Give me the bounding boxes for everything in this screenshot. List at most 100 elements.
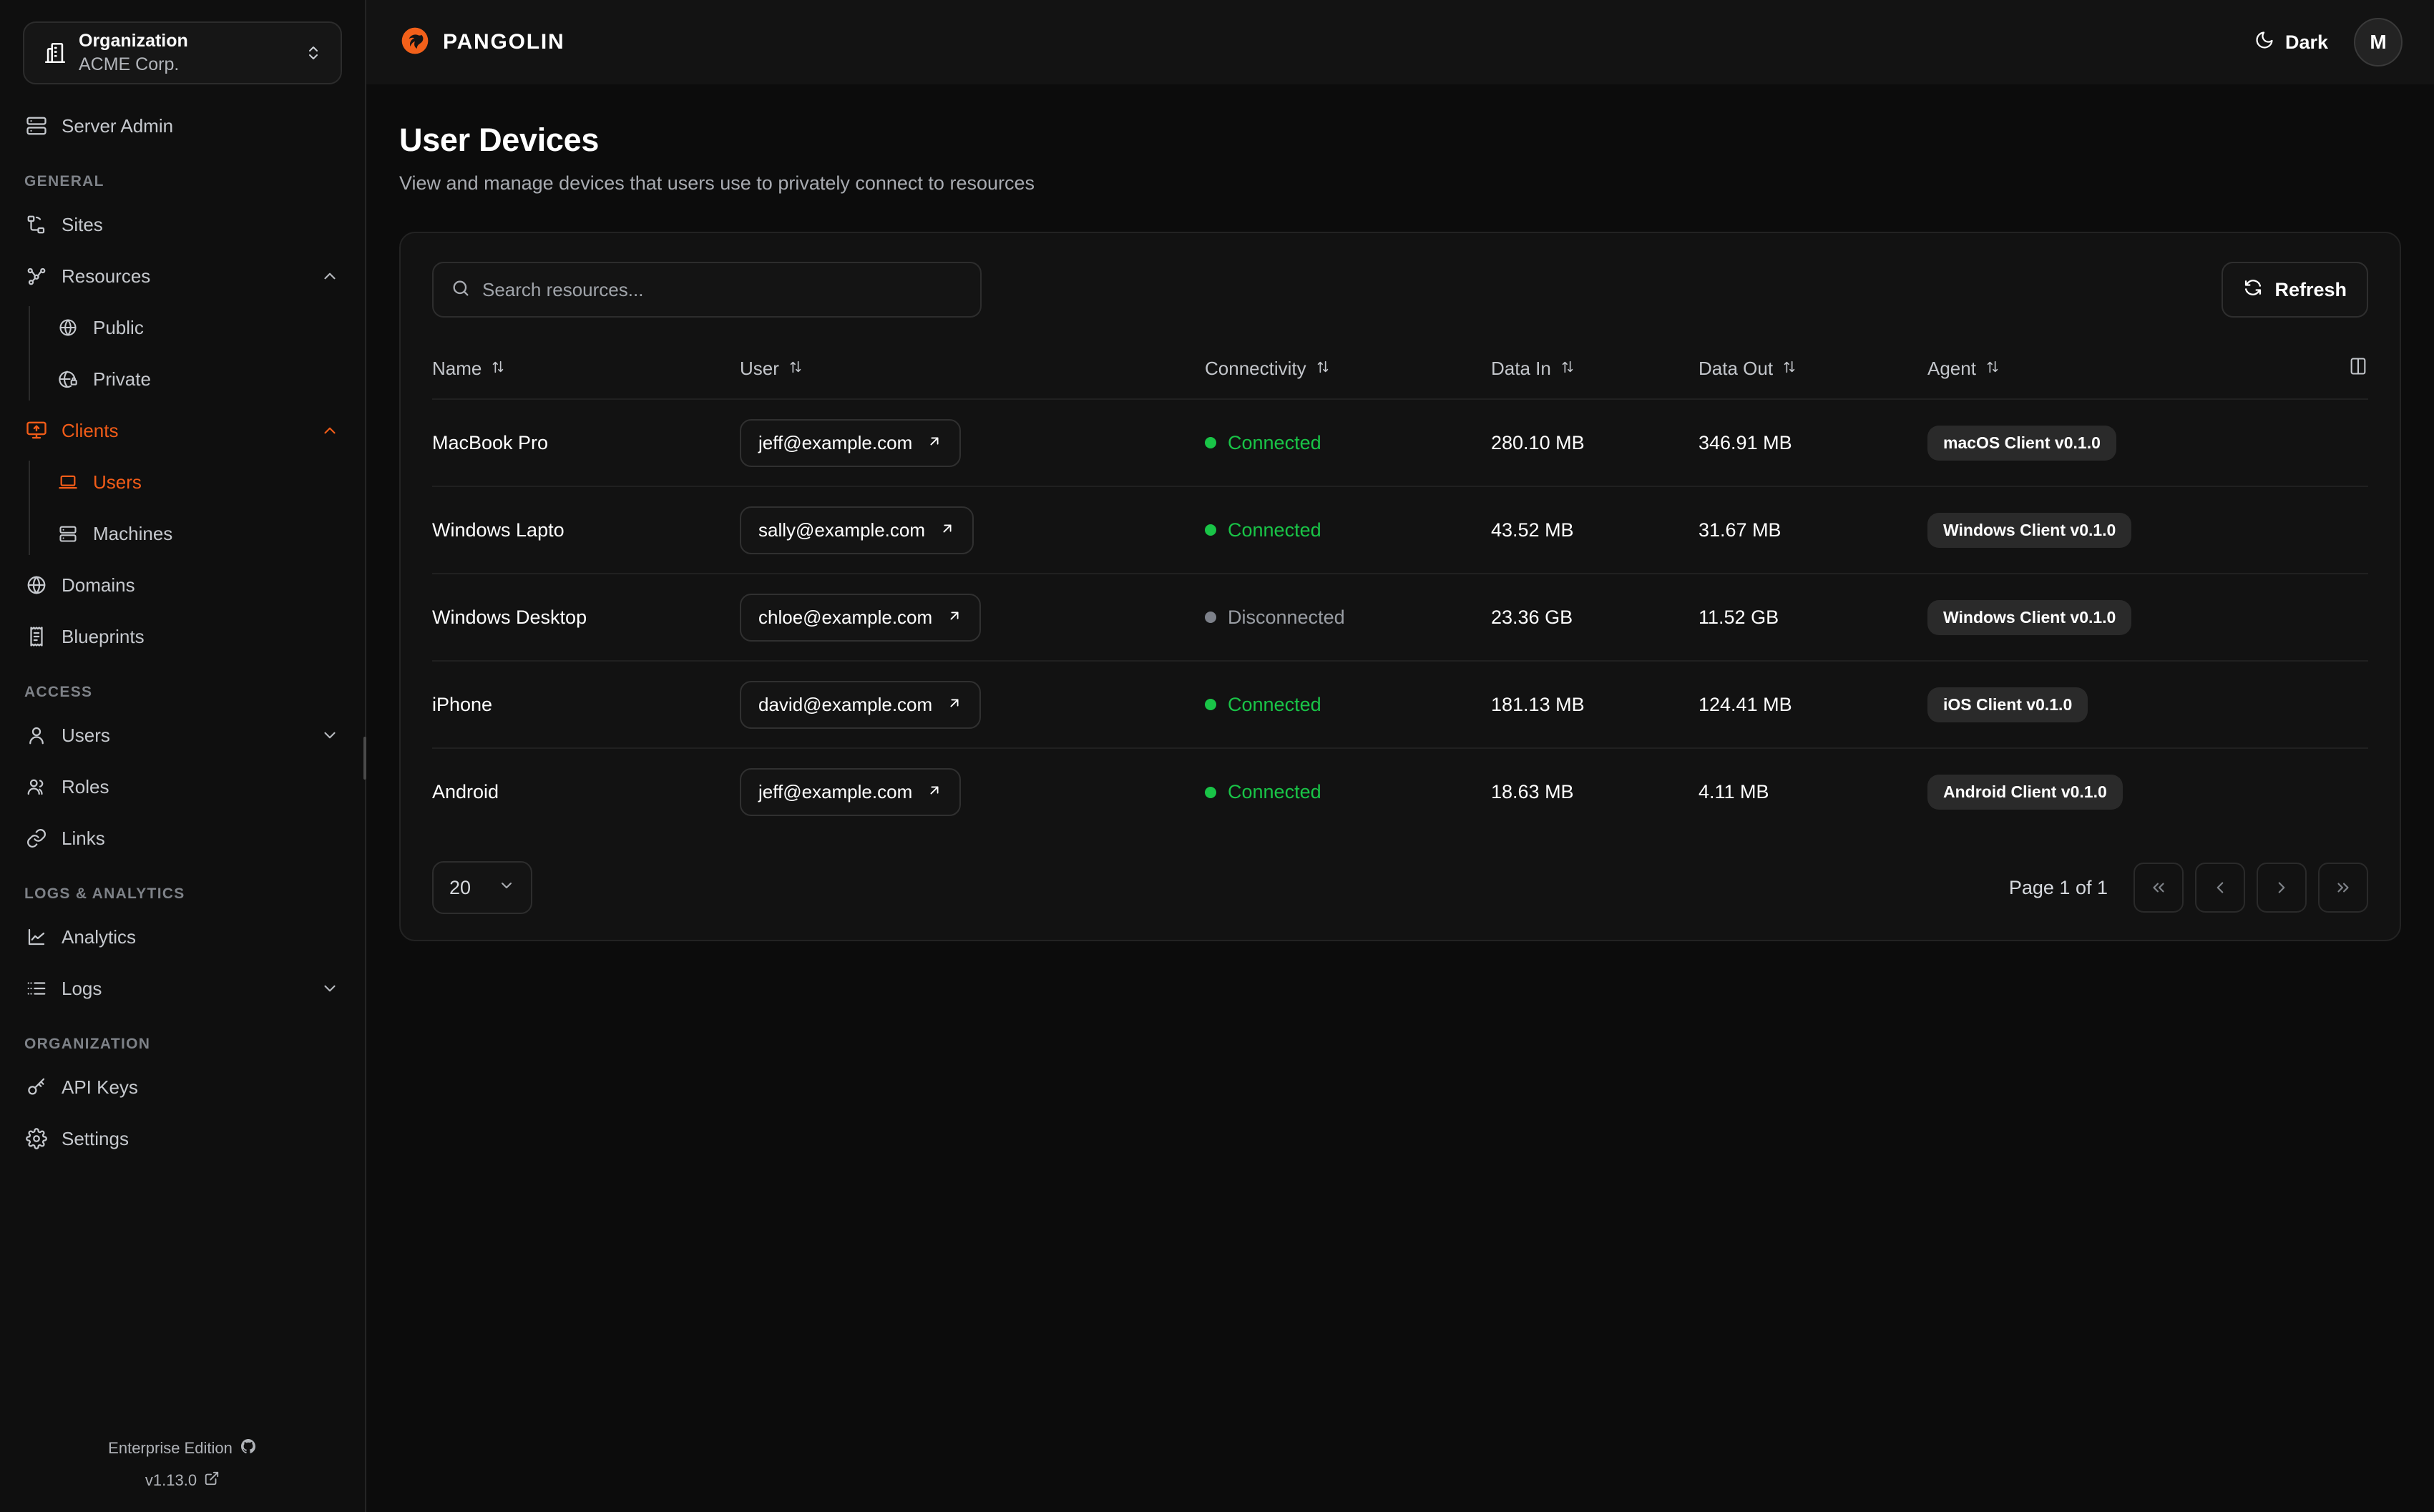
- next-page-button[interactable]: [2257, 863, 2307, 913]
- user-chip[interactable]: chloe@example.com: [740, 593, 982, 642]
- user-email: jeff@example.com: [758, 431, 913, 453]
- status-label: Disconnected: [1228, 606, 1345, 628]
- sidebar-item-resources[interactable]: Resources: [0, 250, 365, 302]
- page-size-select[interactable]: 20: [432, 861, 532, 914]
- table-row[interactable]: Android jeff@example.com: [432, 747, 2368, 835]
- cell-data-out: 4.11 MB: [1699, 747, 1927, 835]
- sidebar-item-api-keys[interactable]: API Keys: [0, 1061, 365, 1113]
- sidebar-item-domains[interactable]: Domains: [0, 559, 365, 611]
- column-header-user[interactable]: User: [740, 343, 1205, 399]
- refresh-button[interactable]: Refresh: [2222, 262, 2368, 318]
- sidebar-item-clients[interactable]: Clients: [0, 405, 365, 456]
- brand-name: PANGOLIN: [443, 30, 565, 54]
- cell-user: jeff@example.com: [740, 747, 1205, 835]
- gear-icon: [24, 1128, 49, 1149]
- column-header-name[interactable]: Name: [432, 343, 740, 399]
- column-header-data-out[interactable]: Data Out: [1699, 343, 1927, 399]
- table-row[interactable]: MacBook Pro jeff@example.com: [432, 398, 2368, 486]
- sidebar-item-logs[interactable]: Logs: [0, 963, 365, 1014]
- sidebar-item-label: Settings: [62, 1127, 129, 1149]
- chevron-updown-icon[interactable]: [305, 44, 322, 62]
- table-row[interactable]: iPhone david@example.com: [432, 660, 2368, 748]
- sidebar-item-sites[interactable]: Sites: [0, 199, 365, 250]
- column-header-data-in[interactable]: Data In: [1491, 343, 1699, 399]
- sort-icon[interactable]: [1781, 358, 1797, 380]
- cell-data-in: 280.10 MB: [1491, 398, 1699, 486]
- cell-connectivity: Connected: [1205, 486, 1491, 574]
- sidebar-item-users-access[interactable]: Users: [0, 710, 365, 761]
- brand[interactable]: PANGOLIN: [399, 25, 565, 60]
- status-dot: [1205, 612, 1216, 624]
- sidebar-item-machines[interactable]: Machines: [24, 508, 365, 559]
- list-icon: [24, 978, 49, 999]
- sidebar-item-roles[interactable]: Roles: [0, 761, 365, 813]
- sort-icon[interactable]: [788, 358, 803, 380]
- sidebar-section-general: GENERAL: [24, 173, 104, 190]
- version-line[interactable]: v1.13.0: [0, 1471, 365, 1491]
- sidebar-item-users-clients[interactable]: Users: [24, 456, 365, 508]
- cell-agent: Android Client v0.1.0: [1927, 747, 2328, 835]
- sidebar-item-label: Private: [93, 368, 151, 390]
- column-header-connectivity[interactable]: Connectivity: [1205, 343, 1491, 399]
- sidebar-item-analytics[interactable]: Analytics: [0, 911, 365, 963]
- prev-page-button[interactable]: [2195, 863, 2245, 913]
- client-screen-icon: [24, 420, 49, 441]
- sidebar-section-organization: ORGANIZATION: [24, 1036, 151, 1052]
- first-page-button[interactable]: [2134, 863, 2184, 913]
- search-icon: [451, 278, 471, 302]
- sort-icon[interactable]: [1985, 358, 2000, 380]
- user-email: chloe@example.com: [758, 606, 933, 628]
- chevron-up-icon[interactable]: [319, 267, 341, 285]
- chevron-down-icon[interactable]: [319, 726, 341, 745]
- cell-actions: [2328, 486, 2368, 574]
- sort-icon[interactable]: [490, 358, 506, 380]
- sort-icon[interactable]: [1315, 358, 1331, 380]
- status-label: Connected: [1228, 781, 1321, 803]
- org-switcher[interactable]: Organization ACME Corp.: [23, 21, 342, 84]
- table-row[interactable]: Windows Lapto sally@example.com: [432, 486, 2368, 574]
- chevron-up-icon[interactable]: [319, 421, 341, 440]
- sidebar-item-blueprints[interactable]: Blueprints: [0, 611, 365, 662]
- sidebar: Organization ACME Corp. Server Admin: [0, 0, 366, 1512]
- user-email: sally@example.com: [758, 519, 926, 541]
- edition-line[interactable]: Enterprise Edition: [0, 1438, 365, 1459]
- table-row[interactable]: Windows Desktop chloe@example.com: [432, 573, 2368, 661]
- avatar[interactable]: M: [2354, 18, 2403, 67]
- cell-name: MacBook Pro: [432, 398, 740, 486]
- user-chip[interactable]: david@example.com: [740, 680, 982, 729]
- column-header-actions: [2328, 343, 2368, 399]
- github-icon[interactable]: [240, 1438, 257, 1459]
- columns-icon[interactable]: [2348, 358, 2368, 381]
- table-head: Name User: [432, 343, 2368, 399]
- cell-agent: iOS Client v0.1.0: [1927, 660, 2328, 748]
- agent-badge: Windows Client v0.1.0: [1927, 599, 2132, 635]
- cell-actions: [2328, 398, 2368, 486]
- table-header-row: Name User: [432, 343, 2368, 399]
- sidebar-section-logs-analytics: LOGS & ANALYTICS: [24, 885, 185, 902]
- globe-icon: [24, 574, 49, 596]
- cell-actions: [2328, 747, 2368, 835]
- sidebar-item-links[interactable]: Links: [0, 813, 365, 864]
- last-page-button[interactable]: [2318, 863, 2368, 913]
- search-input[interactable]: [482, 278, 963, 301]
- sidebar-item-public[interactable]: Public: [24, 302, 365, 353]
- status-label: Connected: [1228, 693, 1321, 715]
- devices-panel: Refresh Name: [399, 232, 2401, 941]
- user-chip[interactable]: jeff@example.com: [740, 418, 962, 467]
- cell-user: chloe@example.com: [740, 573, 1205, 661]
- sidebar-item-private[interactable]: Private: [24, 353, 365, 405]
- external-link-icon[interactable]: [204, 1471, 220, 1491]
- search-box[interactable]: [432, 262, 982, 318]
- user-chip[interactable]: jeff@example.com: [740, 768, 962, 816]
- sidebar-item-server-admin[interactable]: Server Admin: [0, 100, 365, 152]
- user-chip[interactable]: sally@example.com: [740, 506, 974, 554]
- sidebar-scrollbar[interactable]: [363, 737, 366, 780]
- cell-user: david@example.com: [740, 660, 1205, 748]
- org-text: Organization ACME Corp.: [79, 30, 305, 76]
- theme-toggle[interactable]: Dark: [2254, 30, 2328, 55]
- chevron-down-icon[interactable]: [319, 979, 341, 998]
- sidebar-item-settings[interactable]: Settings: [0, 1113, 365, 1164]
- user-email: david@example.com: [758, 693, 933, 715]
- sort-icon[interactable]: [1560, 358, 1575, 380]
- column-header-agent[interactable]: Agent: [1927, 343, 2328, 399]
